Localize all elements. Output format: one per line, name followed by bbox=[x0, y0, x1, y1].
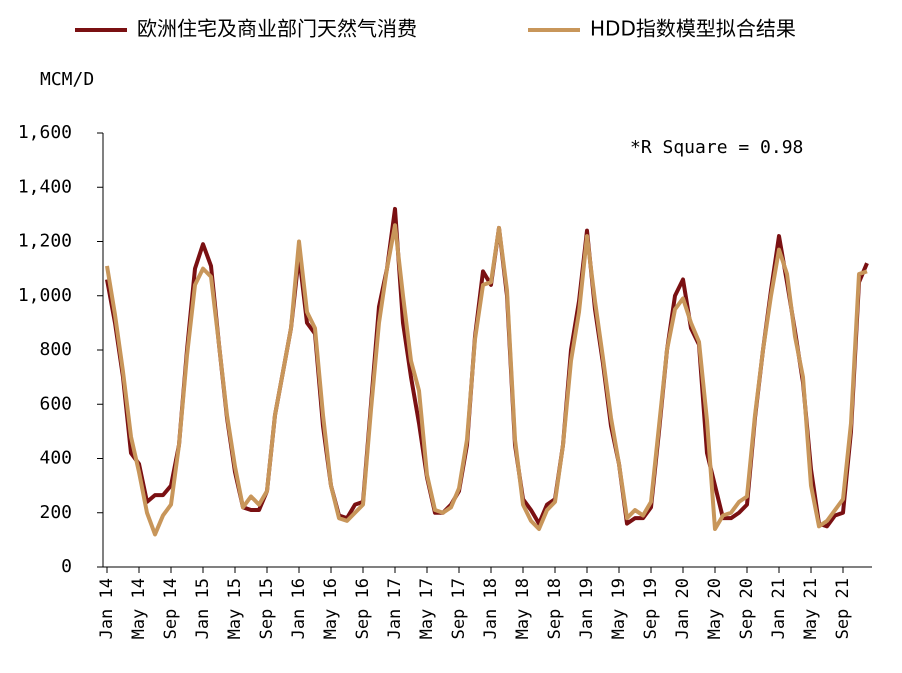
x-tick-label: Jan 15 bbox=[193, 578, 213, 639]
x-tick-label: Jan 16 bbox=[289, 578, 309, 639]
annotation: *R Square = 0.98 bbox=[630, 137, 803, 158]
legend-label: 欧洲住宅及商业部门天然气消费 bbox=[137, 17, 417, 41]
x-tick-label: May 15 bbox=[225, 578, 245, 639]
x-tick-label: Jan 18 bbox=[481, 578, 501, 639]
x-tick-label: May 14 bbox=[129, 578, 149, 639]
y-tick-label: 1,400 bbox=[18, 176, 72, 197]
y-tick-label: 800 bbox=[39, 339, 72, 360]
x-tick-label: May 17 bbox=[417, 578, 437, 639]
y-tick-label: 1,200 bbox=[18, 231, 72, 252]
y-tick-label: 0 bbox=[61, 556, 72, 577]
x-tick-label: Sep 15 bbox=[257, 578, 277, 639]
y-tick-label: 200 bbox=[39, 502, 72, 523]
x-tick-label: Sep 20 bbox=[737, 578, 757, 639]
x-tick-label: Sep 16 bbox=[353, 578, 373, 639]
x-tick-label: May 18 bbox=[513, 578, 533, 639]
x-tick-label: Sep 14 bbox=[161, 578, 181, 639]
series-line bbox=[105, 223, 868, 537]
x-tick-label: Jan 14 bbox=[97, 578, 117, 639]
legend-label: HDD指数模型拟合结果 bbox=[590, 17, 796, 41]
x-tick-label: Jan 19 bbox=[577, 578, 597, 639]
x-tick-label: Sep 21 bbox=[833, 578, 853, 639]
x-tick-label: Sep 19 bbox=[641, 578, 661, 639]
y-tick-label: 1,600 bbox=[18, 122, 72, 143]
x-tick-label: Sep 17 bbox=[449, 578, 469, 639]
x-tick-label: Jan 21 bbox=[769, 578, 789, 639]
x-tick-label: May 21 bbox=[801, 578, 821, 639]
x-tick-label: Jan 20 bbox=[673, 578, 693, 639]
y-tick-label: 400 bbox=[39, 448, 72, 469]
x-tick-label: May 16 bbox=[321, 578, 341, 639]
y-tick-label: 600 bbox=[39, 393, 72, 414]
y-tick-label: 1,000 bbox=[18, 285, 72, 306]
x-tick-label: Jan 17 bbox=[385, 578, 405, 639]
x-tick-label: May 20 bbox=[705, 578, 725, 639]
x-tick-label: Sep 18 bbox=[545, 578, 565, 639]
y-axis-label: MCM/D bbox=[40, 69, 94, 90]
x-tick-label: May 19 bbox=[609, 578, 629, 639]
